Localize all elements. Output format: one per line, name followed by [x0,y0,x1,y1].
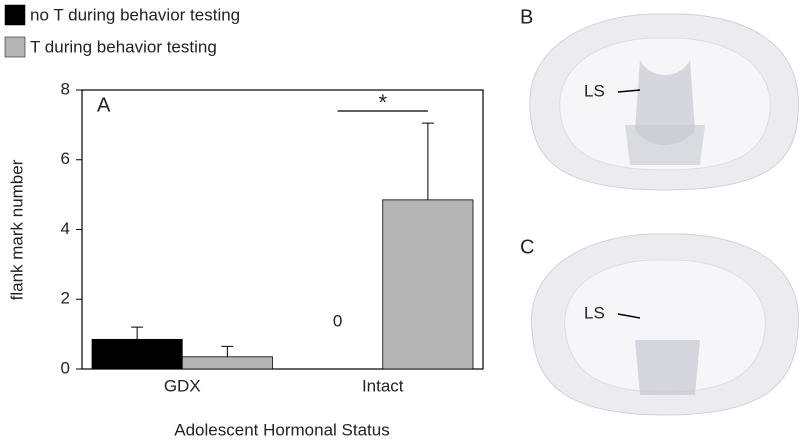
label-pointer [617,89,641,93]
y-tick-label: 0 [61,358,70,377]
bar [91,338,183,370]
y-tick-label: 6 [61,149,70,168]
error-bar [131,326,144,340]
value-label: 0 [333,311,342,330]
panel-label: B [520,6,533,28]
bar [382,199,474,370]
panel-label: C [520,236,534,258]
brain-b [529,13,799,191]
legend-swatch [4,36,26,58]
significance-marker: * [378,90,387,115]
legend-label: no T during behavior testing [30,5,240,24]
y-axis-title: flank mark number [7,159,26,300]
x-tick-label: Intact [362,376,404,395]
y-tick-label: 2 [61,289,70,308]
brain-c [531,233,799,416]
error-bar [421,122,434,200]
x-axis-title: Adolescent Hormonal Status [174,420,389,439]
x-tick-label: GDX [164,376,201,395]
bar [181,356,273,370]
y-tick-label: 8 [61,79,70,98]
label-pointer [617,313,641,319]
y-tick-label: 4 [61,219,70,238]
region-label: LS [584,303,605,322]
panel-label: A [97,94,111,116]
error-bar [221,345,234,357]
legend-swatch [4,4,26,26]
legend-label: T during behavior testing [30,37,217,56]
region-label: LS [584,81,605,100]
